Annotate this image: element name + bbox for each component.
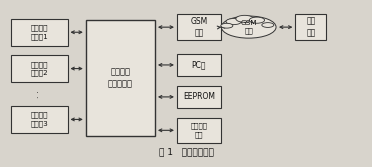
- Text: · ·: · ·: [35, 90, 44, 98]
- Text: EEPROM: EEPROM: [183, 92, 215, 101]
- Bar: [177, 15, 221, 40]
- Bar: [177, 86, 221, 108]
- Text: 图 1   系统结构框图: 图 1 系统结构框图: [158, 147, 214, 156]
- Text: 控制模块
（单片机）: 控制模块 （单片机）: [108, 67, 133, 88]
- Text: 无线报警
传感器3: 无线报警 传感器3: [31, 112, 48, 127]
- Ellipse shape: [221, 16, 276, 38]
- Bar: [11, 55, 67, 82]
- Text: GSM
模块: GSM 模块: [190, 17, 207, 38]
- Text: 实时时钟
芯片: 实时时钟 芯片: [190, 123, 207, 138]
- Circle shape: [249, 17, 264, 23]
- Bar: [11, 19, 67, 46]
- Circle shape: [226, 19, 241, 25]
- Bar: [177, 118, 221, 143]
- Text: 用户
手机: 用户 手机: [306, 17, 315, 37]
- Bar: [177, 54, 221, 76]
- Circle shape: [236, 15, 253, 22]
- Text: PC机: PC机: [192, 60, 206, 69]
- Bar: [11, 106, 67, 133]
- Bar: [86, 20, 155, 136]
- Text: 无线报警
传感器2: 无线报警 传感器2: [31, 61, 48, 76]
- Text: GSM
网络: GSM 网络: [240, 20, 257, 34]
- Circle shape: [221, 23, 233, 28]
- Bar: [295, 14, 326, 40]
- Circle shape: [262, 23, 274, 27]
- Text: 无线报警
传感器1: 无线报警 传感器1: [31, 25, 48, 40]
